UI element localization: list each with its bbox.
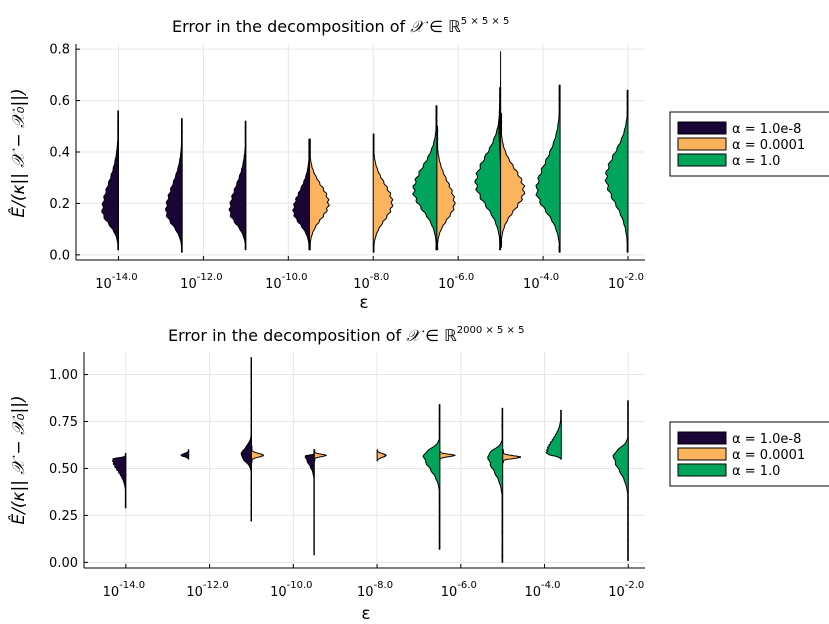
violin-mark	[436, 125, 456, 251]
violin-mark	[292, 138, 310, 251]
violin-mark	[439, 451, 456, 460]
legend-swatch	[677, 431, 727, 445]
x-tick-label: 10-2.0	[608, 272, 644, 292]
violin-mark	[422, 404, 441, 550]
y-tick-label: 0.50	[49, 462, 78, 477]
bottom-chart-xlabel: ε	[361, 604, 370, 624]
top-chart: Error in the decomposition of 𝒳 ∈ ℝ5 × 5…	[7, 16, 829, 313]
violin-mark	[228, 120, 247, 251]
x-tick-label: 10-14.0	[103, 580, 145, 600]
top-chart-title: Error in the decomposition of 𝒳 ∈ ℝ5 × 5…	[172, 16, 509, 36]
top-chart-xlabel: ε	[359, 293, 368, 313]
violin-mark	[502, 449, 522, 464]
violin-mark	[313, 449, 328, 462]
x-tick-label: 10-4.0	[523, 272, 559, 292]
y-tick-label: 0.00	[49, 556, 78, 571]
violin-mark	[612, 400, 629, 561]
y-tick-label: 0.6	[49, 94, 70, 109]
x-tick-label: 10-8.0	[357, 580, 393, 600]
x-tick-label: 10-14.0	[95, 272, 137, 292]
x-tick-label: 10-2.0	[608, 580, 644, 600]
top-chart-violins	[101, 51, 629, 253]
top-chart-ylabel: Ê/(κ|| 𝒳 − 𝒳₀||)	[7, 88, 29, 217]
violin-mark	[251, 445, 264, 464]
top-chart-axes: 0.0 0.2 0.4 0.6 0.8 10-14.0 10-12.0 10-10.0 10-8…	[49, 43, 645, 292]
legend-entry: α = 0.0001	[732, 138, 805, 153]
legend-swatch	[677, 447, 727, 461]
bottom-chart-title: Error in the decomposition of 𝒳 ∈ ℝ2000 …	[168, 325, 524, 345]
x-tick-label: 10-10.0	[270, 580, 312, 600]
legend-entry: α = 1.0e-8	[732, 122, 801, 137]
y-tick-label: 0.75	[49, 415, 78, 430]
y-tick-label: 0.25	[49, 509, 78, 524]
bottom-chart-axes: 0.00 0.25 0.50 0.75 1.00 10-14.0 10-12.0 10-10.…	[49, 352, 645, 600]
violin-mark	[412, 105, 438, 251]
violin-mark	[165, 118, 183, 253]
violin-mark	[535, 84, 561, 253]
y-tick-label: 0.0	[49, 248, 70, 263]
y-tick-label: 0.8	[49, 43, 70, 58]
bottom-chart-grid	[84, 352, 645, 568]
violin-mark	[304, 449, 315, 556]
x-tick-label: 10-6.0	[438, 272, 474, 292]
x-tick-label: 10-4.0	[524, 580, 560, 600]
violin-mark	[604, 89, 629, 253]
violin-mark	[500, 112, 526, 248]
bottom-chart-ylabel: Ê/(κ|| 𝒳 − 𝒳₀||)	[7, 395, 29, 524]
legend-entry: α = 1.0	[732, 154, 780, 169]
x-tick-label: 10-10.0	[265, 272, 307, 292]
violin-mark	[180, 449, 190, 460]
x-tick-label: 10-12.0	[186, 580, 228, 600]
violin-mark	[111, 452, 127, 509]
x-tick-label: 10-6.0	[441, 580, 477, 600]
violin-mark	[487, 407, 504, 563]
x-tick-label: 10-8.0	[353, 272, 389, 292]
violin-mark	[545, 409, 562, 460]
y-tick-label: 1.00	[49, 368, 78, 383]
x-tick-label: 10-12.0	[180, 272, 222, 292]
bottom-chart-violins	[111, 357, 629, 563]
legend-swatch	[677, 121, 727, 135]
legend-entry: α = 1.0	[732, 464, 780, 479]
violin-mark	[240, 357, 252, 522]
y-tick-label: 0.4	[49, 146, 70, 161]
violin-mark	[376, 449, 387, 462]
legend-swatch	[677, 463, 727, 477]
y-tick-label: 0.2	[49, 197, 70, 212]
legend-swatch	[677, 137, 727, 151]
bottom-chart: Error in the decomposition of 𝒳 ∈ ℝ2000 …	[7, 325, 829, 624]
legend-entry: α = 1.0e-8	[732, 432, 801, 447]
legend-swatch	[677, 153, 727, 167]
violin-mark	[309, 138, 330, 251]
violin-mark	[372, 133, 394, 253]
violin-mark	[101, 110, 119, 251]
violin-mark	[474, 87, 502, 251]
legend-entry: α = 0.0001	[732, 448, 805, 463]
